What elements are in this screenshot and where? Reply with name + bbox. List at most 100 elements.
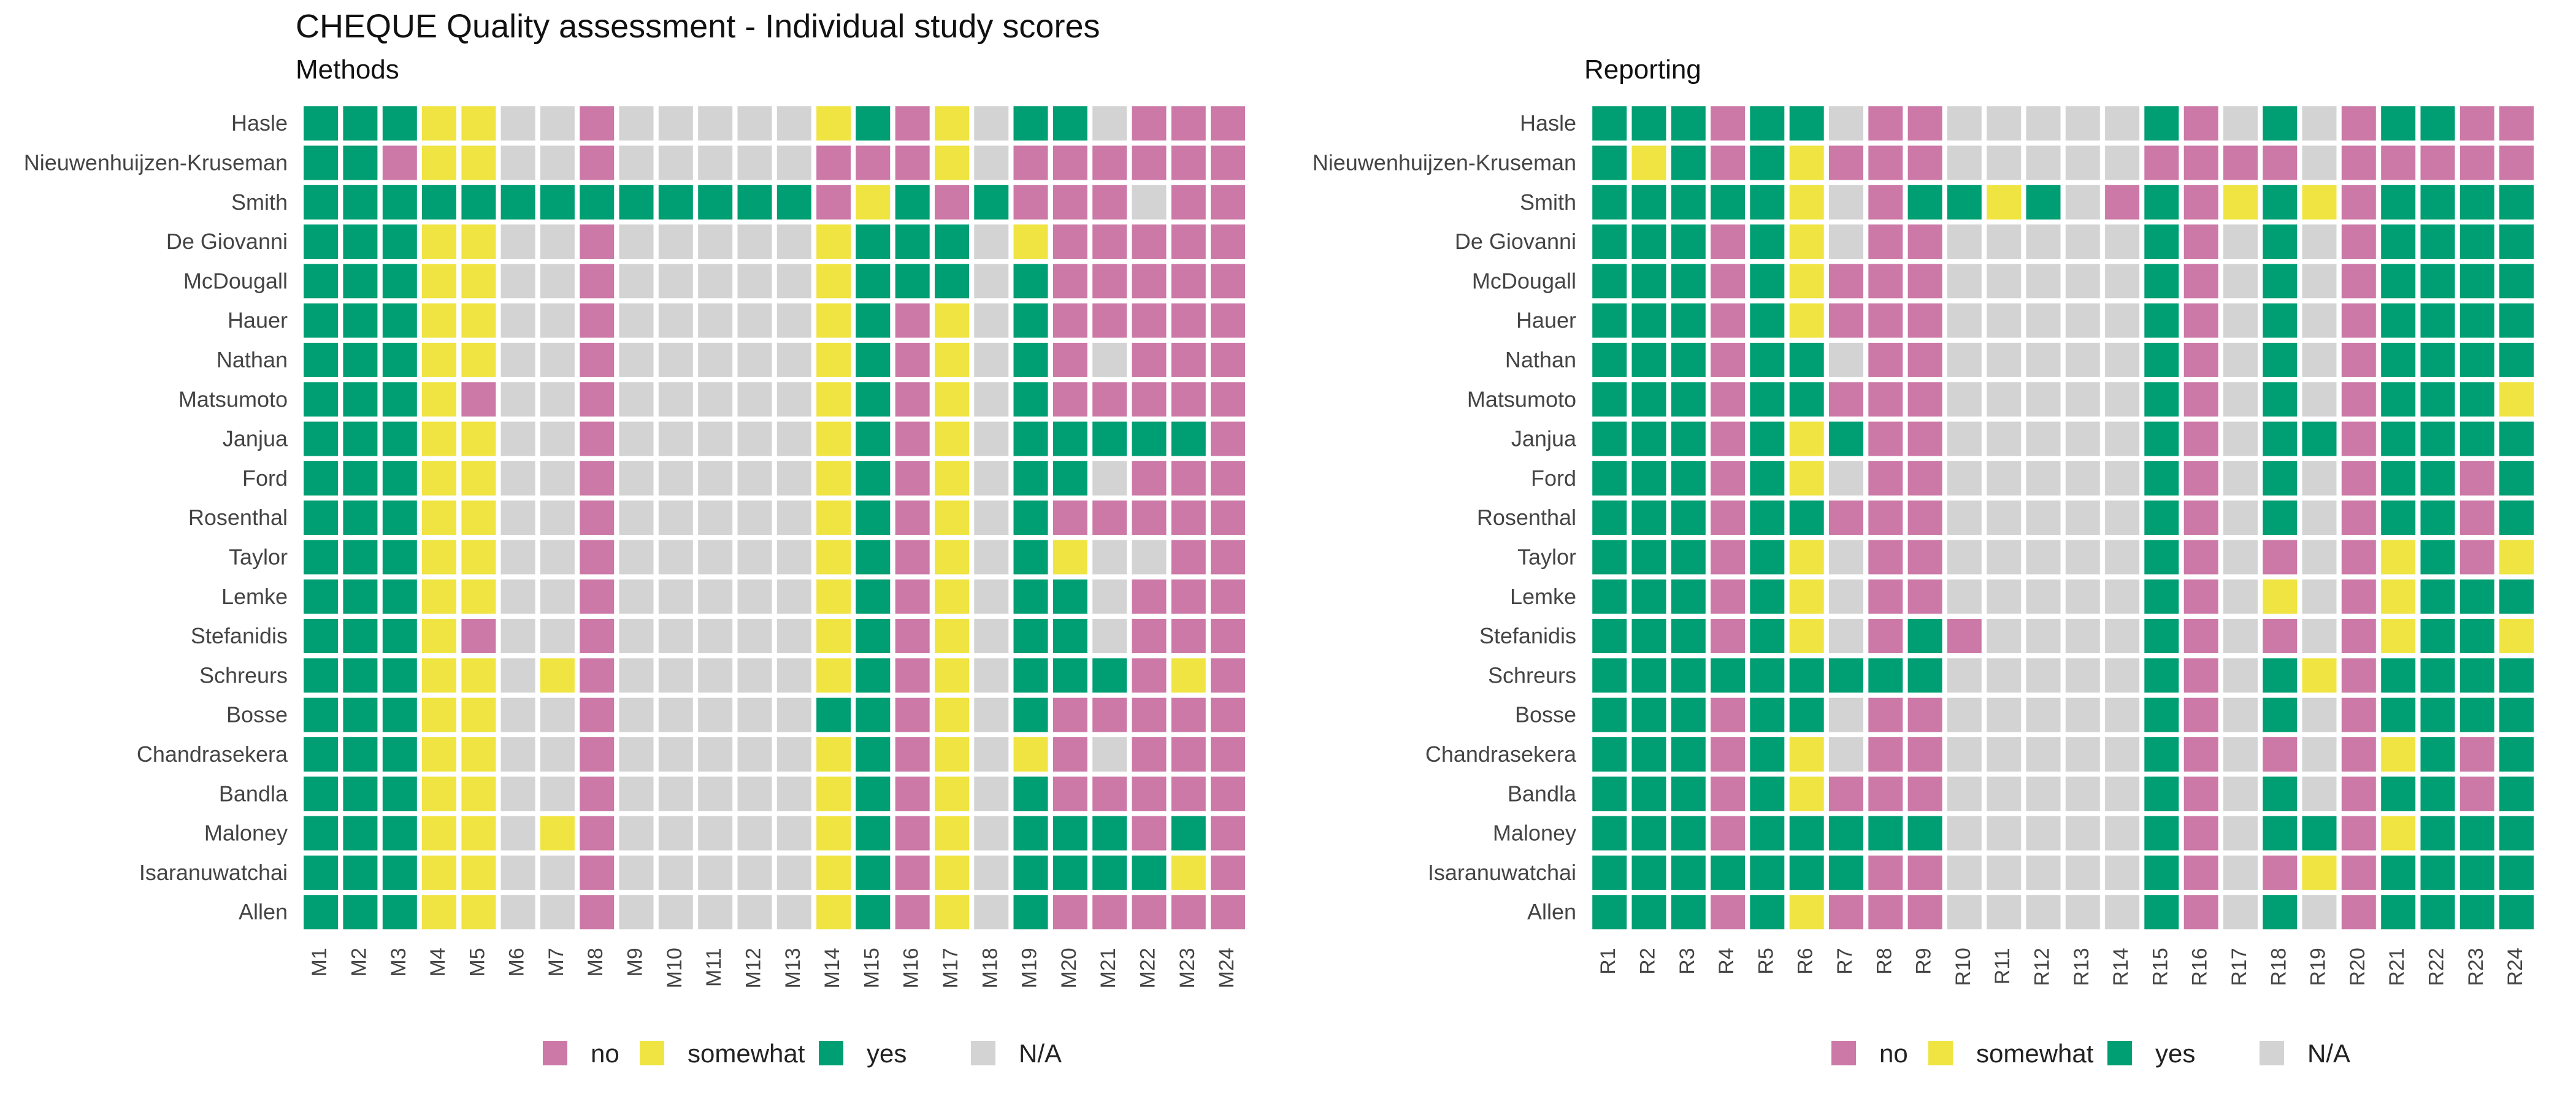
- heatmap-cell: [1947, 145, 1982, 180]
- heatmap-cell: [895, 816, 930, 851]
- heatmap-cell: [1052, 264, 1087, 299]
- heatmap-cell: [816, 658, 851, 693]
- heatmap-cell: [2341, 382, 2376, 417]
- heatmap-cell: [2144, 540, 2179, 575]
- heatmap-cell: [1829, 461, 1863, 496]
- heatmap-cell: [580, 895, 615, 930]
- heatmap-cell: [1829, 421, 1863, 456]
- heatmap-cell: [461, 737, 496, 772]
- heatmap-cell: [776, 106, 811, 141]
- heatmap-cell: [1211, 579, 1245, 614]
- heatmap-cell: [619, 737, 654, 772]
- legend-swatch: [543, 1041, 567, 1065]
- heatmap-cell: [737, 855, 772, 890]
- heatmap-cell: [1750, 816, 1785, 851]
- heatmap-cell: [895, 342, 930, 377]
- heatmap-cell: [1013, 382, 1048, 417]
- heatmap-cell: [304, 737, 339, 772]
- heatmap-cell: [2420, 303, 2455, 338]
- heatmap-cell: [343, 619, 378, 653]
- heatmap-cell: [816, 500, 851, 535]
- heatmap-cell: [1868, 816, 1903, 851]
- heatmap-cell: [2381, 816, 2416, 851]
- heatmap-cell: [776, 421, 811, 456]
- heatmap-cell: [382, 382, 417, 417]
- heatmap-cell: [2105, 619, 2140, 653]
- heatmap-cell: [580, 421, 615, 456]
- heatmap-cell: [1052, 619, 1087, 653]
- heatmap-cell: [422, 895, 456, 930]
- heatmap-cell: [1711, 500, 1746, 535]
- heatmap-cell: [816, 540, 851, 575]
- row-label: Maloney: [204, 821, 288, 846]
- heatmap-cell: [737, 895, 772, 930]
- legend-swatch: [2260, 1041, 2284, 1065]
- heatmap-cell: [422, 342, 456, 377]
- heatmap-cell: [974, 500, 1009, 535]
- heatmap-cell: [2026, 619, 2061, 653]
- heatmap-cell: [500, 461, 535, 496]
- heatmap-cell: [658, 816, 693, 851]
- heatmap-cell: [737, 421, 772, 456]
- heatmap-cell: [2420, 776, 2455, 811]
- heatmap-cell: [1947, 185, 1982, 220]
- heatmap-cell: [1211, 382, 1245, 417]
- heatmap-cell: [2263, 264, 2298, 299]
- heatmap-cell: [1171, 421, 1206, 456]
- heatmap-cell: [1092, 461, 1127, 496]
- heatmap-cell: [1631, 500, 1666, 535]
- heatmap-cell: [1013, 658, 1048, 693]
- col-label: M15: [860, 948, 883, 988]
- col-label: M3: [387, 948, 410, 976]
- row-label: Ford: [1531, 466, 1576, 491]
- heatmap-cell: [1592, 500, 1627, 535]
- heatmap-cell: [1711, 540, 1746, 575]
- heatmap-cell: [1171, 579, 1206, 614]
- heatmap-cell: [1171, 697, 1206, 732]
- heatmap-cell: [816, 342, 851, 377]
- heatmap-cell: [1013, 619, 1048, 653]
- heatmap-cell: [540, 500, 575, 535]
- heatmap-cell: [2420, 855, 2455, 890]
- heatmap-cell: [2302, 342, 2337, 377]
- heatmap-cell: [1868, 579, 1903, 614]
- heatmap-cell: [461, 579, 496, 614]
- col-label: M12: [742, 948, 765, 988]
- heatmap-cell: [2144, 461, 2179, 496]
- heatmap-cell: [1868, 855, 1903, 890]
- legend-label: yes: [2155, 1039, 2195, 1068]
- heatmap-cell: [343, 264, 378, 299]
- heatmap-cell: [2302, 816, 2337, 851]
- heatmap-cell: [1013, 697, 1048, 732]
- heatmap-cell: [737, 106, 772, 141]
- heatmap-cell: [1789, 776, 1824, 811]
- heatmap-cell: [816, 264, 851, 299]
- heatmap-cell: [619, 382, 654, 417]
- heatmap-cell: [1013, 500, 1048, 535]
- heatmap-cell: [382, 421, 417, 456]
- heatmap-cell: [1132, 500, 1167, 535]
- heatmap-cell: [1829, 185, 1863, 220]
- heatmap-cell: [1211, 500, 1245, 535]
- heatmap-cell: [461, 816, 496, 851]
- heatmap-cell: [422, 540, 456, 575]
- heatmap-cell: [343, 145, 378, 180]
- heatmap-cell: [1789, 382, 1824, 417]
- heatmap-cell: [1750, 697, 1785, 732]
- heatmap-cell: [2302, 619, 2337, 653]
- heatmap-cell: [1671, 816, 1706, 851]
- heatmap-cell: [1092, 382, 1127, 417]
- heatmap-cell: [658, 697, 693, 732]
- panel-title: Reporting: [1584, 55, 1701, 85]
- heatmap-cell: [2105, 697, 2140, 732]
- heatmap-cell: [1907, 540, 1942, 575]
- heatmap-cell: [816, 421, 851, 456]
- heatmap-cell: [2105, 185, 2140, 220]
- col-label: M7: [545, 948, 568, 976]
- heatmap-cell: [816, 185, 851, 220]
- heatmap-cell: [1907, 579, 1942, 614]
- heatmap-cell: [1907, 224, 1942, 259]
- heatmap-cell: [2026, 697, 2061, 732]
- heatmap-cell: [895, 145, 930, 180]
